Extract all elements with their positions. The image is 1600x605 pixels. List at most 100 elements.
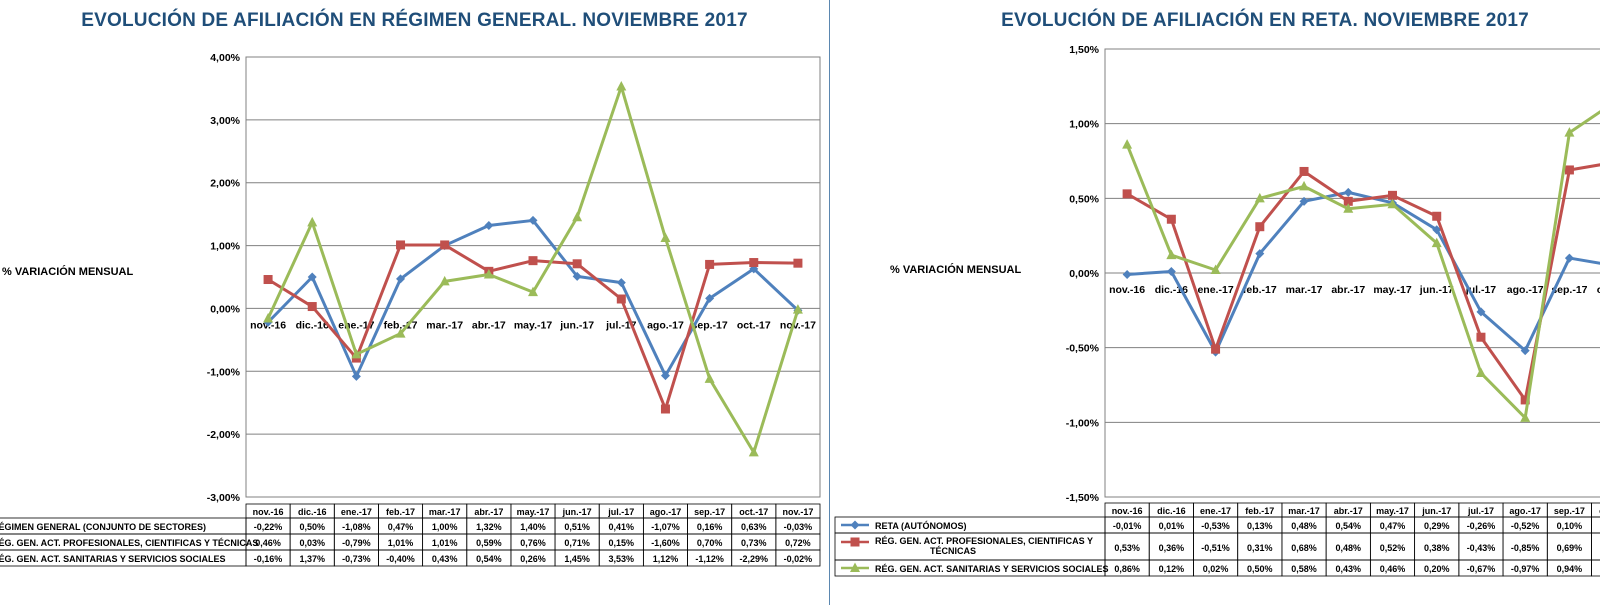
data-point [1432, 211, 1442, 221]
y-tick-label: 3,00% [210, 115, 240, 127]
series-line [1125, 110, 1600, 420]
x-category-label: oct.-17 [1597, 284, 1600, 296]
table-header-label: may.-17 [517, 507, 550, 517]
table-cell-value: 0,54% [476, 554, 502, 564]
table-cell-value: -0,40% [386, 554, 415, 564]
table-header-label: oct.-17 [739, 507, 768, 517]
table-header-label: mar.-17 [429, 507, 461, 517]
table-cell-value: 1,45% [564, 554, 590, 564]
data-point [1299, 166, 1309, 176]
data-point [484, 220, 494, 230]
table-cell-value: 0,94% [1557, 564, 1583, 574]
table-cell-value: -0,79% [342, 538, 371, 548]
table-cell-value: 0,71% [564, 538, 590, 548]
table-header-label: feb.-17 [386, 507, 415, 517]
table-cell-value: -1,60% [651, 538, 680, 548]
panel-divider [829, 0, 830, 605]
table-cell-value: 0,29% [1424, 521, 1450, 531]
data-point [1475, 367, 1486, 378]
data-point [1166, 267, 1176, 277]
table-cell-value: -0,22% [254, 522, 283, 532]
table-header-label: jul.-17 [1467, 506, 1494, 516]
right-chart-svg: -1,50% -1,00% -0,50% 0,00% 0,50% 1,00% 1,50% no… [834, 44, 1600, 577]
table-cell-value: 0,10% [1557, 521, 1583, 531]
x-category-label: nov.-17 [780, 319, 816, 331]
data-point [528, 286, 538, 297]
table-row-label: RÉG. GEN. ACT. PROFESIONALES, CIENTIFICA… [875, 536, 1093, 546]
left-chart-svg: -3,00% -2,00% -1,00% 0,00% 1,00% 2,00% 3,00% 4,… [0, 52, 821, 567]
data-point [395, 328, 406, 338]
table-header-label: dic.-16 [1157, 506, 1186, 516]
table-row-label: RÉG. GEN. ACT. SANITARIAS Y SERVICIOS SO… [875, 564, 1109, 574]
table-cell-value: 0,50% [299, 522, 325, 532]
table-cell-value: 0,43% [432, 554, 458, 564]
y-tick-label: 1,00% [210, 241, 240, 253]
table-cell-value: 0,36% [1159, 543, 1185, 553]
data-point [1122, 139, 1133, 149]
table-row-label: RÉGIMEN GENERAL (CONJUNTO DE SECTORES) [0, 522, 206, 532]
y-tick-label: 0,50% [1069, 193, 1099, 205]
table-header-label: sep.-17 [694, 507, 725, 517]
legend-key-marker [850, 562, 860, 572]
data-point [1343, 196, 1353, 206]
x-category-label: nov.-16 [1109, 284, 1145, 296]
table-header-label: feb.-17 [1245, 506, 1274, 516]
table-cell-value: 0,31% [1247, 543, 1273, 553]
data-point [1520, 395, 1530, 405]
table-header-label: nov.-17 [783, 507, 814, 517]
table-header-label: nov.-16 [1112, 506, 1143, 516]
x-category-label: ago.-17 [647, 319, 684, 331]
y-tick-label: 1,50% [1069, 44, 1099, 56]
data-point [1476, 332, 1486, 342]
table-cell-value: 0,20% [1424, 564, 1450, 574]
x-category-label: sep.-17 [1551, 284, 1587, 296]
x-category-label: may.-17 [514, 319, 552, 331]
table-header-label: ago.-17 [1509, 506, 1541, 516]
data-point [1166, 249, 1177, 260]
table-cell-value: -0,01% [1113, 521, 1142, 531]
data-point [1343, 203, 1354, 213]
data-point [660, 371, 670, 381]
data-point [1343, 187, 1353, 197]
y-tick-label: 1,00% [1069, 119, 1099, 131]
table-cell [1591, 559, 1600, 577]
table-cell-value: 0,70% [697, 538, 723, 548]
table-cell [1591, 532, 1600, 561]
table-cell-value: -0,03% [784, 522, 813, 532]
data-point [440, 240, 450, 250]
x-category-label: jun.-17 [559, 319, 594, 331]
data-point [351, 348, 362, 359]
data-point [1476, 307, 1486, 317]
data-point [616, 278, 626, 288]
data-point [351, 371, 361, 381]
table-cell-value: 0,58% [1291, 564, 1317, 574]
table-cell [775, 549, 821, 567]
data-point [263, 312, 274, 323]
table-cell-value: 0,52% [1380, 543, 1406, 553]
x-category-label: abr.-17 [472, 319, 506, 331]
data-point [307, 216, 318, 227]
table-cell-value: 0,15% [609, 538, 635, 548]
right-chart-panel: EVOLUCIÓN DE AFILIACIÓN EN RETA. NOVIEMB… [830, 0, 1600, 605]
table-header-label: jul.-17 [607, 507, 634, 517]
data-point [1254, 192, 1265, 203]
data-point [749, 258, 759, 268]
y-tick-label: -2,00% [207, 429, 241, 441]
table-header-label: mar.-17 [1288, 506, 1320, 516]
data-point [792, 304, 803, 314]
table-cell-value: 0,48% [1336, 543, 1362, 553]
y-tick-label: -1,50% [1066, 492, 1100, 504]
x-category-label: dic.-16 [296, 319, 329, 331]
table-cell-value: 0,13% [1247, 521, 1273, 531]
table-header-label: may.-17 [1376, 506, 1409, 516]
data-point [1211, 344, 1221, 354]
table-cell-value: -0,51% [1201, 543, 1230, 553]
table-header-label: ago.-17 [650, 507, 682, 517]
y-tick-label: -0,50% [1066, 343, 1100, 355]
table-cell-value: 0,48% [1291, 521, 1317, 531]
table-cell-value: -1,07% [651, 522, 680, 532]
table-cell-value: 0,46% [255, 538, 281, 548]
data-point [572, 271, 582, 281]
data-point [704, 373, 715, 383]
x-category-label: may.-17 [1373, 284, 1411, 296]
